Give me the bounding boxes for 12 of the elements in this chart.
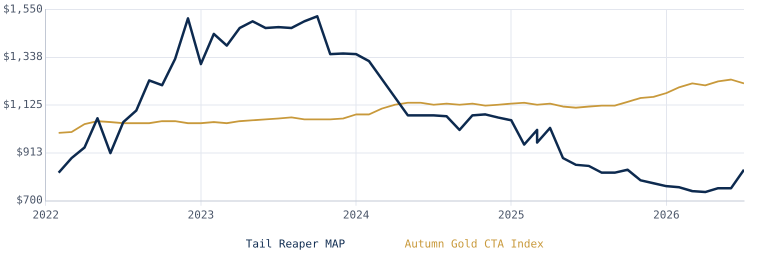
y-tick-label: $700 — [16, 194, 43, 207]
y-tick-label: $1,338 — [2, 50, 43, 64]
text: Autumn Gold CTA Index — [404, 237, 544, 250]
x-tick-label: 2022 — [32, 208, 59, 222]
x-tick-label: 2025 — [498, 208, 524, 222]
y-tick-label: $1,125 — [2, 98, 43, 112]
text: Tail Reaper MAP — [246, 237, 346, 250]
y-tick-label: $913 — [16, 146, 43, 159]
x-tick-label: 2026 — [653, 208, 680, 222]
y-tick-label: $1,550 — [2, 2, 43, 16]
x-tick-label: 2024 — [342, 208, 370, 222]
x-tick-label: 2023 — [188, 208, 214, 222]
